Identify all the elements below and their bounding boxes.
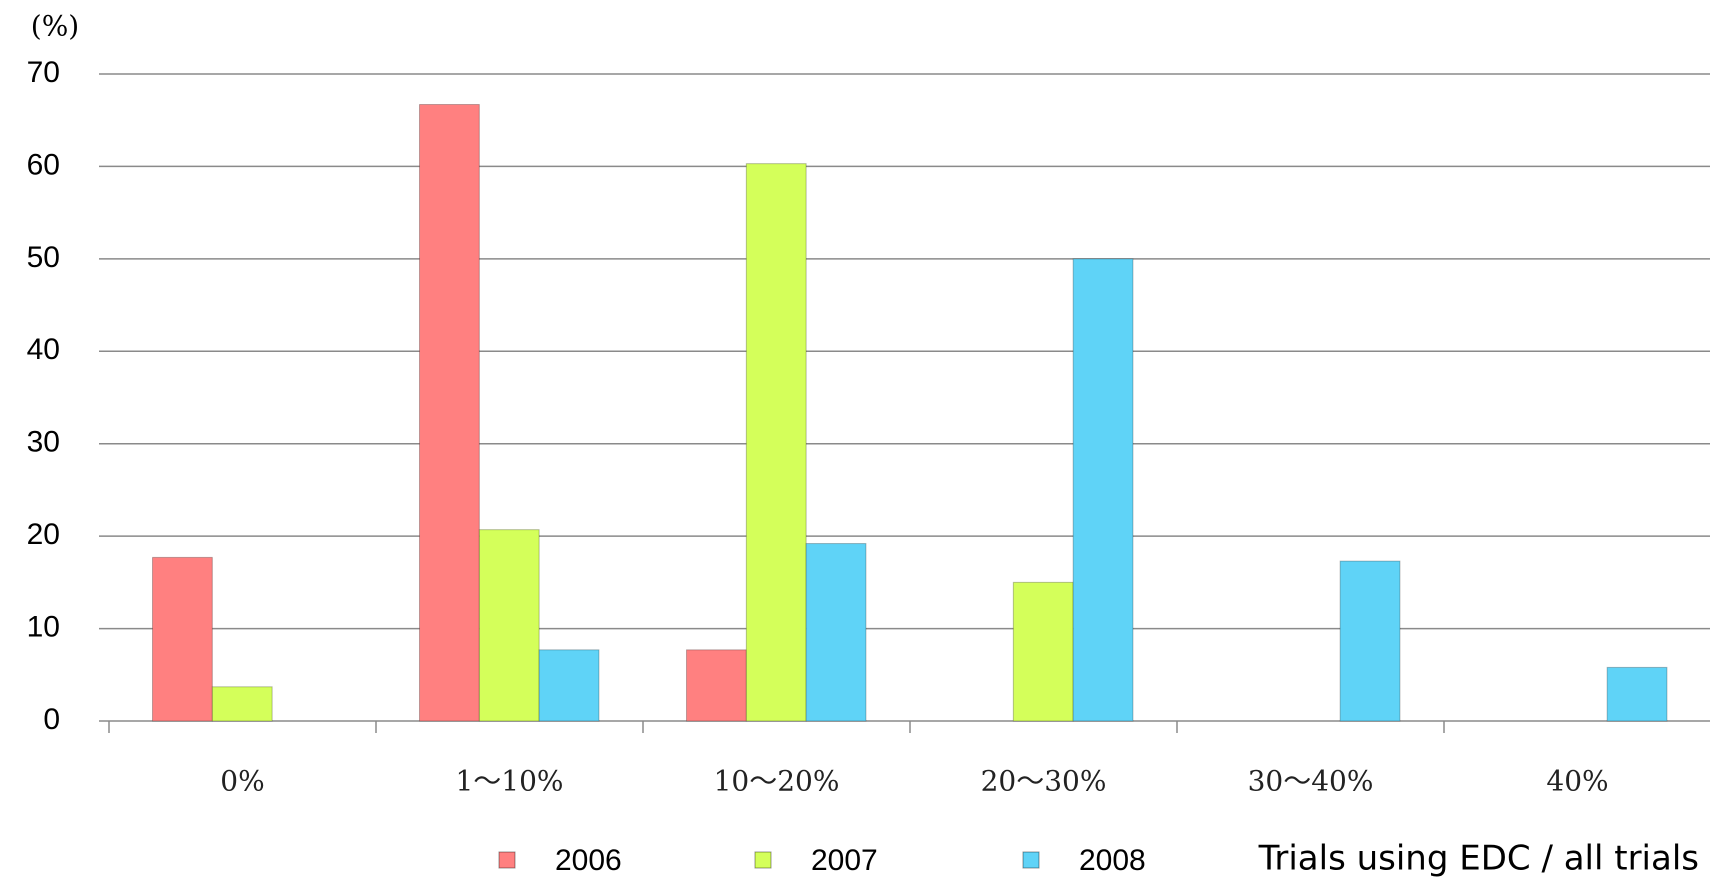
x-tick-label: 40% [1546, 765, 1608, 798]
legend-swatch [754, 851, 772, 869]
y-axis-label: (%) [31, 10, 79, 43]
legend-label: 2007 [811, 844, 878, 877]
y-tick-label: 50 [27, 241, 60, 274]
x-tick-label: 1～10% [455, 765, 563, 798]
bar [211, 686, 273, 722]
y-tick-label: 60 [27, 148, 60, 181]
legend-swatch [1022, 851, 1040, 869]
bar [745, 163, 807, 722]
bar [805, 543, 867, 722]
y-tick-label: 20 [27, 518, 60, 551]
y-tick-label: 70 [27, 56, 60, 89]
y-tick-label: 30 [27, 426, 60, 459]
x-tick-label: 30～40% [1248, 765, 1374, 798]
annotation: Trials using EDC / all trials [1258, 839, 1699, 879]
bar [1339, 560, 1401, 722]
x-tick-label: 10～20% [714, 765, 840, 798]
bar [1072, 258, 1134, 722]
x-tick-label: 20～30% [981, 765, 1107, 798]
bar [538, 649, 600, 722]
legend-label: 2008 [1079, 844, 1146, 877]
legend-swatch [498, 851, 516, 869]
y-tick-label: 10 [27, 610, 60, 643]
y-tick-label: 0 [43, 703, 60, 736]
bar [686, 649, 747, 722]
bar [478, 529, 540, 722]
x-tick-label: 0% [220, 765, 264, 798]
bar [1012, 581, 1074, 722]
y-tick-label: 40 [27, 333, 60, 366]
bar [419, 104, 480, 722]
bar [152, 556, 213, 722]
legend-label: 2006 [555, 844, 622, 877]
bar [1606, 666, 1668, 722]
